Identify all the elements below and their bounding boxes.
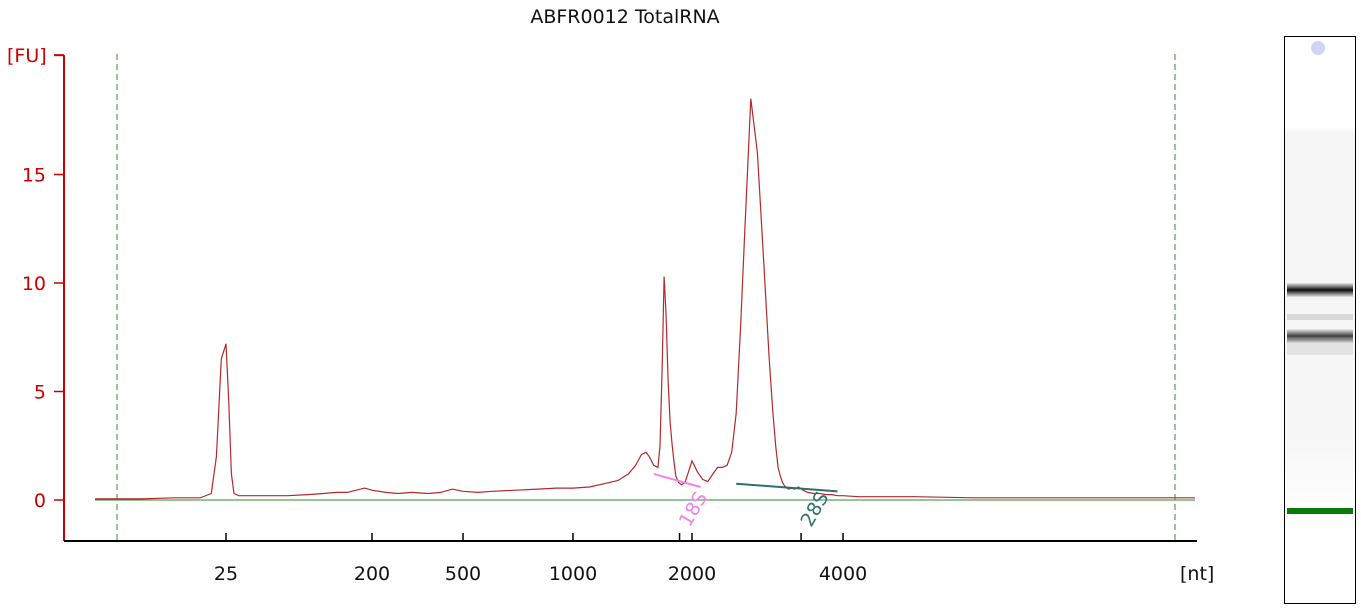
y-axis-label: [FU] [7,45,47,67]
chart-title: ABFR0012 TotalRNA [530,6,719,28]
gel-marker-band [1287,508,1353,514]
peak-label-18s: 18S [675,488,712,530]
x-tick-label: 200 [354,563,390,585]
gel-band-faint [1287,314,1353,320]
electropherogram-chart: ABFR0012 TotalRNA [FU] [nt] 0 5 10 15 25 200 5… [7,6,1214,585]
x-tick-label: 4000 [819,563,867,585]
y-tick-label: 5 [34,382,46,404]
y-tick-label: 10 [22,273,46,295]
y-tick-label: 0 [34,490,46,512]
peak-baseline-18s [653,472,701,488]
x-axis-label: [nt] [1180,563,1214,585]
x-tick-label: 25 [214,563,238,585]
gel-band-smear [1287,339,1353,355]
x-tick-label: 2000 [668,563,716,585]
peak-baseline-28s [736,482,838,493]
x-tick-label: 1000 [549,563,597,585]
y-tick-label: 15 [22,165,46,187]
gel-lane-image [1284,36,1356,604]
electropherogram-trace [95,98,1195,500]
x-tick-label: 500 [445,563,481,585]
gel-band-28s [1287,283,1353,297]
gel-band-18s [1287,329,1353,343]
marker-dot [1311,41,1325,55]
